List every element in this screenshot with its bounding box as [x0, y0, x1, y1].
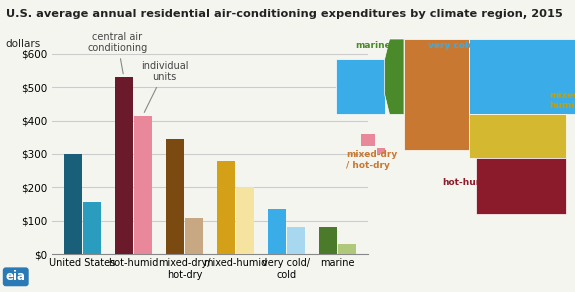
Bar [236, 187, 254, 254]
Text: mixed-dry
/ hot-dry: mixed-dry / hot-dry [346, 150, 397, 170]
Polygon shape [469, 114, 566, 158]
Text: central air
conditioning: central air conditioning [87, 32, 148, 74]
Bar [83, 202, 101, 254]
Bar [287, 227, 305, 254]
Bar [185, 218, 203, 254]
Text: mixed-
humid: mixed- humid [549, 91, 575, 110]
Text: eia: eia [6, 270, 26, 283]
Polygon shape [469, 39, 575, 114]
Bar [338, 244, 356, 254]
Polygon shape [361, 134, 375, 146]
Polygon shape [477, 158, 566, 214]
Polygon shape [377, 148, 385, 154]
Polygon shape [385, 39, 404, 114]
Text: U.S. average annual residential air-conditioning expenditures by climate region,: U.S. average annual residential air-cond… [6, 9, 562, 19]
Bar [319, 227, 336, 254]
Bar [217, 161, 235, 254]
Bar [268, 209, 286, 254]
Bar [166, 139, 183, 254]
Text: individual
units: individual units [141, 60, 188, 112]
Bar [64, 154, 82, 254]
Text: hot-humid: hot-humid [443, 178, 495, 187]
Text: dollars: dollars [6, 39, 41, 49]
Polygon shape [404, 39, 469, 150]
Polygon shape [336, 59, 385, 114]
Bar [134, 116, 152, 254]
Text: marine: marine [356, 41, 392, 50]
Bar [115, 77, 133, 254]
Text: very cold / cold: very cold / cold [428, 41, 505, 50]
